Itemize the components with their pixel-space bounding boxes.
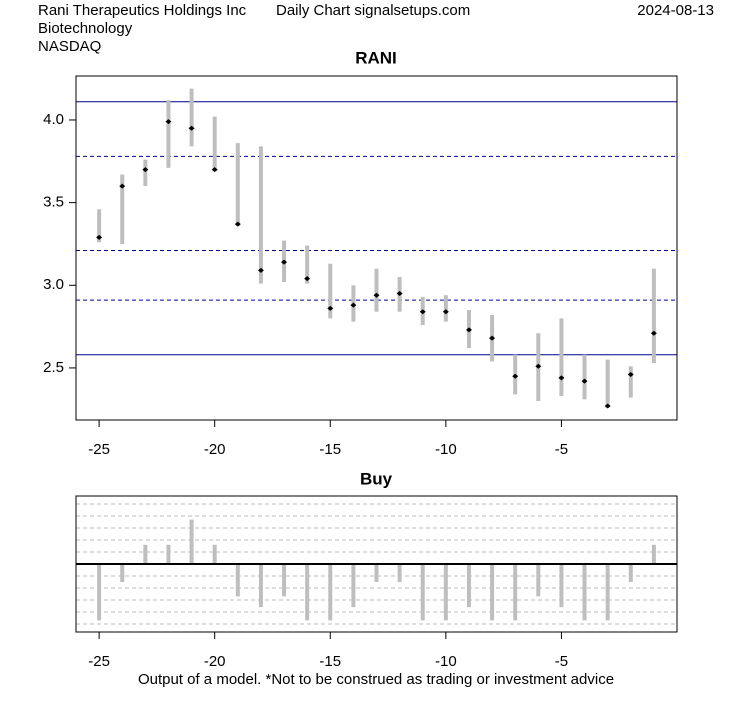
- chart-title: Buy: [360, 469, 393, 488]
- close-marker: [650, 330, 657, 336]
- plot-frame: [75, 495, 678, 633]
- close-marker: [581, 378, 588, 384]
- close-marker: [188, 125, 195, 131]
- close-marker: [489, 335, 496, 341]
- footer: Output of a model. *Not to be construed …: [138, 671, 614, 688]
- close-marker: [119, 183, 126, 189]
- y-tick-label: 3.5: [43, 194, 64, 211]
- y-tick-label: 2.5: [43, 359, 64, 376]
- y-tick-label: 4.0: [43, 111, 64, 128]
- x-tick-label: -10: [435, 653, 457, 670]
- x-tick-label: -5: [555, 441, 568, 458]
- date: 2024-08-13: [637, 2, 714, 19]
- source: Daily Chart signalsetups.com: [276, 2, 470, 19]
- close-marker: [350, 302, 357, 308]
- x-tick-label: -15: [319, 441, 341, 458]
- close-marker: [211, 167, 218, 173]
- close-marker: [234, 221, 241, 227]
- x-tick-label: -25: [88, 441, 110, 458]
- x-tick-label: -20: [204, 653, 226, 670]
- exchange: NASDAQ: [38, 38, 101, 55]
- close-marker: [604, 403, 611, 409]
- close-marker: [165, 119, 172, 125]
- close-marker: [373, 292, 380, 298]
- close-marker: [442, 309, 449, 315]
- x-tick-label: -15: [319, 653, 341, 670]
- x-tick-label: -10: [435, 441, 457, 458]
- y-tick-label: 3.0: [43, 276, 64, 293]
- close-marker: [96, 234, 103, 240]
- close-marker: [627, 372, 634, 378]
- x-tick-label: -5: [555, 653, 568, 670]
- x-tick-label: -25: [88, 653, 110, 670]
- close-marker: [512, 373, 519, 379]
- close-marker: [396, 291, 403, 297]
- company: Rani Therapeutics Holdings Inc: [38, 2, 247, 19]
- sector: Biotechnology: [38, 20, 133, 37]
- plot-frame: [75, 75, 678, 421]
- close-marker: [327, 305, 334, 311]
- close-marker: [257, 267, 264, 273]
- close-marker: [419, 309, 426, 315]
- x-tick-label: -20: [204, 441, 226, 458]
- close-marker: [558, 375, 565, 381]
- close-marker: [281, 259, 288, 265]
- close-marker: [535, 363, 542, 369]
- close-marker: [142, 167, 149, 173]
- chart-title: RANI: [355, 48, 397, 67]
- close-marker: [304, 276, 311, 282]
- close-marker: [465, 327, 472, 333]
